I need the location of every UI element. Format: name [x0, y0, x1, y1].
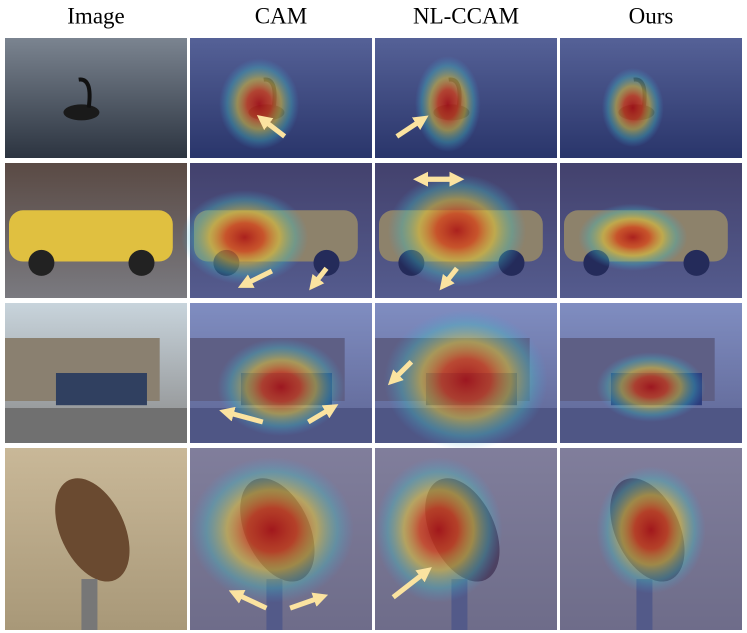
arrow	[228, 590, 268, 611]
bus	[55, 373, 147, 406]
image-cell	[375, 448, 557, 630]
arrow	[395, 115, 429, 139]
heatmap	[578, 203, 688, 271]
image-cell	[5, 448, 187, 630]
heatmap	[180, 190, 309, 285]
image-cell	[375, 163, 557, 298]
wheel	[128, 249, 155, 276]
image-cell	[560, 448, 742, 630]
image-cell	[560, 303, 742, 443]
column-headers: Image CAM NL-CCAM Ours	[67, 3, 673, 28]
column-header: Image	[67, 3, 124, 28]
image-cell	[5, 163, 187, 298]
road	[5, 408, 187, 443]
wheel	[313, 249, 340, 276]
heatmap	[596, 352, 706, 422]
column-header: CAM	[255, 3, 307, 28]
heatmap	[596, 466, 706, 594]
arrow	[387, 360, 414, 386]
image-cell	[190, 448, 372, 630]
photo	[5, 38, 187, 158]
image-grid	[5, 38, 742, 630]
swan-neck	[78, 77, 92, 108]
arrow	[219, 406, 264, 425]
image-cell	[180, 163, 372, 298]
arrow	[237, 268, 274, 288]
heatmap	[219, 58, 300, 150]
image-cell	[190, 303, 372, 443]
heatmap	[190, 457, 354, 603]
wheel	[683, 249, 710, 276]
image-cell	[560, 163, 742, 298]
swan	[63, 104, 100, 121]
hawk	[55, 478, 130, 582]
heatmap	[375, 457, 503, 603]
taxi	[9, 210, 173, 262]
image-cell	[375, 38, 557, 158]
heatmap	[384, 310, 548, 450]
heatmap	[415, 56, 481, 152]
image-cell	[5, 38, 187, 158]
heatmap	[217, 338, 345, 436]
arrow	[307, 404, 339, 425]
arrow	[289, 592, 329, 611]
wheel	[28, 249, 55, 276]
image-cell	[5, 303, 187, 443]
column-header: NL-CCAM	[413, 3, 519, 28]
image-cell	[375, 303, 557, 450]
image-cell	[560, 38, 742, 158]
arrow	[439, 266, 459, 291]
post	[81, 579, 98, 630]
column-header: Ours	[629, 3, 674, 28]
image-cell	[190, 38, 372, 158]
arrow	[309, 266, 329, 291]
arrow	[391, 567, 432, 600]
arrow	[256, 115, 287, 139]
heatmap	[387, 173, 527, 288]
heatmap	[601, 68, 664, 148]
